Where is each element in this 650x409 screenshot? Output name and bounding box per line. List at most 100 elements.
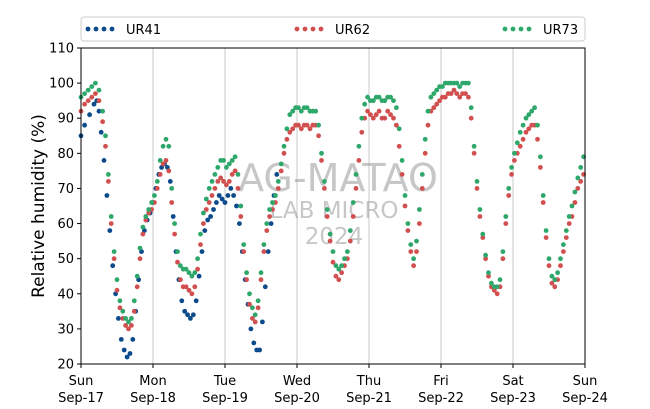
point-ur62 bbox=[437, 98, 442, 104]
point-ur73 bbox=[238, 203, 244, 209]
point-ur41 bbox=[199, 249, 205, 255]
point-ur62 bbox=[500, 256, 506, 262]
point-ur73 bbox=[120, 308, 126, 314]
watermark-line-1: AG-MATAO bbox=[238, 156, 438, 200]
point-ur62 bbox=[241, 249, 247, 255]
point-ur73 bbox=[304, 105, 310, 111]
point-ur73 bbox=[106, 172, 111, 177]
legend-marker bbox=[101, 26, 107, 32]
point-ur62 bbox=[82, 101, 87, 107]
point-ur73 bbox=[457, 84, 463, 89]
point-ur41 bbox=[193, 298, 199, 304]
point-ur62 bbox=[558, 263, 563, 269]
point-ur73 bbox=[474, 179, 480, 184]
x-tick-day: Tue bbox=[213, 374, 236, 389]
x-tick-day: Mon bbox=[139, 374, 166, 389]
point-ur41 bbox=[216, 193, 222, 198]
point-ur62 bbox=[232, 168, 238, 174]
point-ur73 bbox=[497, 277, 503, 283]
point-ur41 bbox=[265, 249, 271, 255]
legend-label: UR73 bbox=[543, 23, 578, 38]
point-ur62 bbox=[356, 158, 362, 163]
point-ur62 bbox=[347, 238, 353, 244]
point-ur73 bbox=[509, 165, 514, 170]
point-ur62 bbox=[157, 172, 163, 177]
point-ur62 bbox=[261, 249, 267, 255]
point-ur73 bbox=[552, 277, 558, 283]
point-ur62 bbox=[480, 235, 486, 241]
y-axis: 20 30 40 50 60 70 80 90 100 110 bbox=[49, 42, 81, 373]
point-ur73 bbox=[255, 298, 261, 304]
point-ur62 bbox=[391, 115, 396, 121]
point-ur41 bbox=[262, 284, 268, 290]
legend-marker bbox=[318, 26, 324, 32]
point-ur41 bbox=[124, 354, 130, 360]
point-ur73 bbox=[114, 277, 120, 283]
point-ur62 bbox=[333, 273, 339, 279]
point-ur62 bbox=[477, 214, 483, 219]
point-ur73 bbox=[149, 200, 155, 205]
point-ur62 bbox=[131, 308, 137, 314]
point-ur62 bbox=[486, 273, 491, 279]
point-ur62 bbox=[417, 221, 422, 227]
point-ur62 bbox=[195, 266, 201, 272]
point-ur62 bbox=[114, 287, 120, 293]
point-ur62 bbox=[425, 122, 431, 128]
point-ur73 bbox=[137, 245, 143, 251]
point-ur62 bbox=[523, 129, 529, 135]
point-ur73 bbox=[489, 280, 494, 286]
point-ur62 bbox=[561, 249, 566, 255]
point-ur73 bbox=[345, 249, 350, 255]
point-ur62 bbox=[563, 235, 569, 241]
point-ur62 bbox=[140, 231, 146, 237]
x-tick-date: Sep-23 bbox=[490, 391, 536, 406]
point-ur41 bbox=[248, 326, 254, 332]
point-ur73 bbox=[195, 256, 201, 262]
point-ur62 bbox=[178, 277, 183, 283]
point-ur73 bbox=[85, 87, 91, 93]
point-ur73 bbox=[391, 98, 396, 104]
point-ur73 bbox=[376, 94, 382, 100]
point-ur73 bbox=[183, 266, 189, 272]
point-ur73 bbox=[324, 207, 330, 212]
point-ur73 bbox=[480, 231, 486, 237]
point-ur62 bbox=[123, 323, 128, 328]
point-ur41 bbox=[190, 312, 196, 318]
point-ur62 bbox=[388, 112, 393, 118]
point-ur62 bbox=[146, 210, 152, 216]
point-ur73 bbox=[402, 193, 408, 198]
x-tick-date: Sep-24 bbox=[562, 391, 608, 406]
x-tick-date: Sep-19 bbox=[202, 391, 248, 406]
point-ur62 bbox=[117, 305, 123, 311]
data-points bbox=[78, 80, 586, 360]
point-ur62 bbox=[434, 101, 440, 107]
point-ur62 bbox=[543, 235, 549, 241]
point-ur62 bbox=[183, 284, 189, 290]
x-tick-date: Sep-20 bbox=[274, 391, 320, 406]
x-tick-day: Sun bbox=[69, 374, 94, 389]
point-ur73 bbox=[471, 143, 477, 149]
point-ur62 bbox=[238, 214, 244, 219]
point-ur73 bbox=[477, 207, 483, 212]
legend-item-ur62: UR62 bbox=[294, 23, 370, 38]
point-ur62 bbox=[319, 158, 324, 163]
y-tick-label: 40 bbox=[57, 287, 74, 302]
point-ur62 bbox=[175, 259, 180, 265]
x-axis: Sun Sep-17 Mon Sep-18 Tue Sep-19 Wed Sep-20 Thu S… bbox=[58, 364, 608, 406]
legend-marker bbox=[518, 26, 524, 32]
point-ur62 bbox=[517, 143, 523, 149]
plot-frame bbox=[80, 47, 586, 365]
y-tick-label: 70 bbox=[57, 182, 74, 197]
point-ur73 bbox=[347, 228, 353, 234]
point-ur41 bbox=[82, 122, 87, 128]
x-tick-date: Sep-22 bbox=[418, 391, 464, 406]
point-ur73 bbox=[514, 140, 520, 146]
point-ur62 bbox=[520, 136, 526, 142]
point-ur62 bbox=[166, 168, 172, 174]
point-ur41 bbox=[257, 347, 262, 353]
point-ur62 bbox=[411, 263, 416, 269]
point-ur73 bbox=[134, 273, 140, 279]
point-ur62 bbox=[535, 136, 540, 142]
point-ur73 bbox=[82, 91, 87, 96]
point-ur62 bbox=[212, 186, 218, 191]
